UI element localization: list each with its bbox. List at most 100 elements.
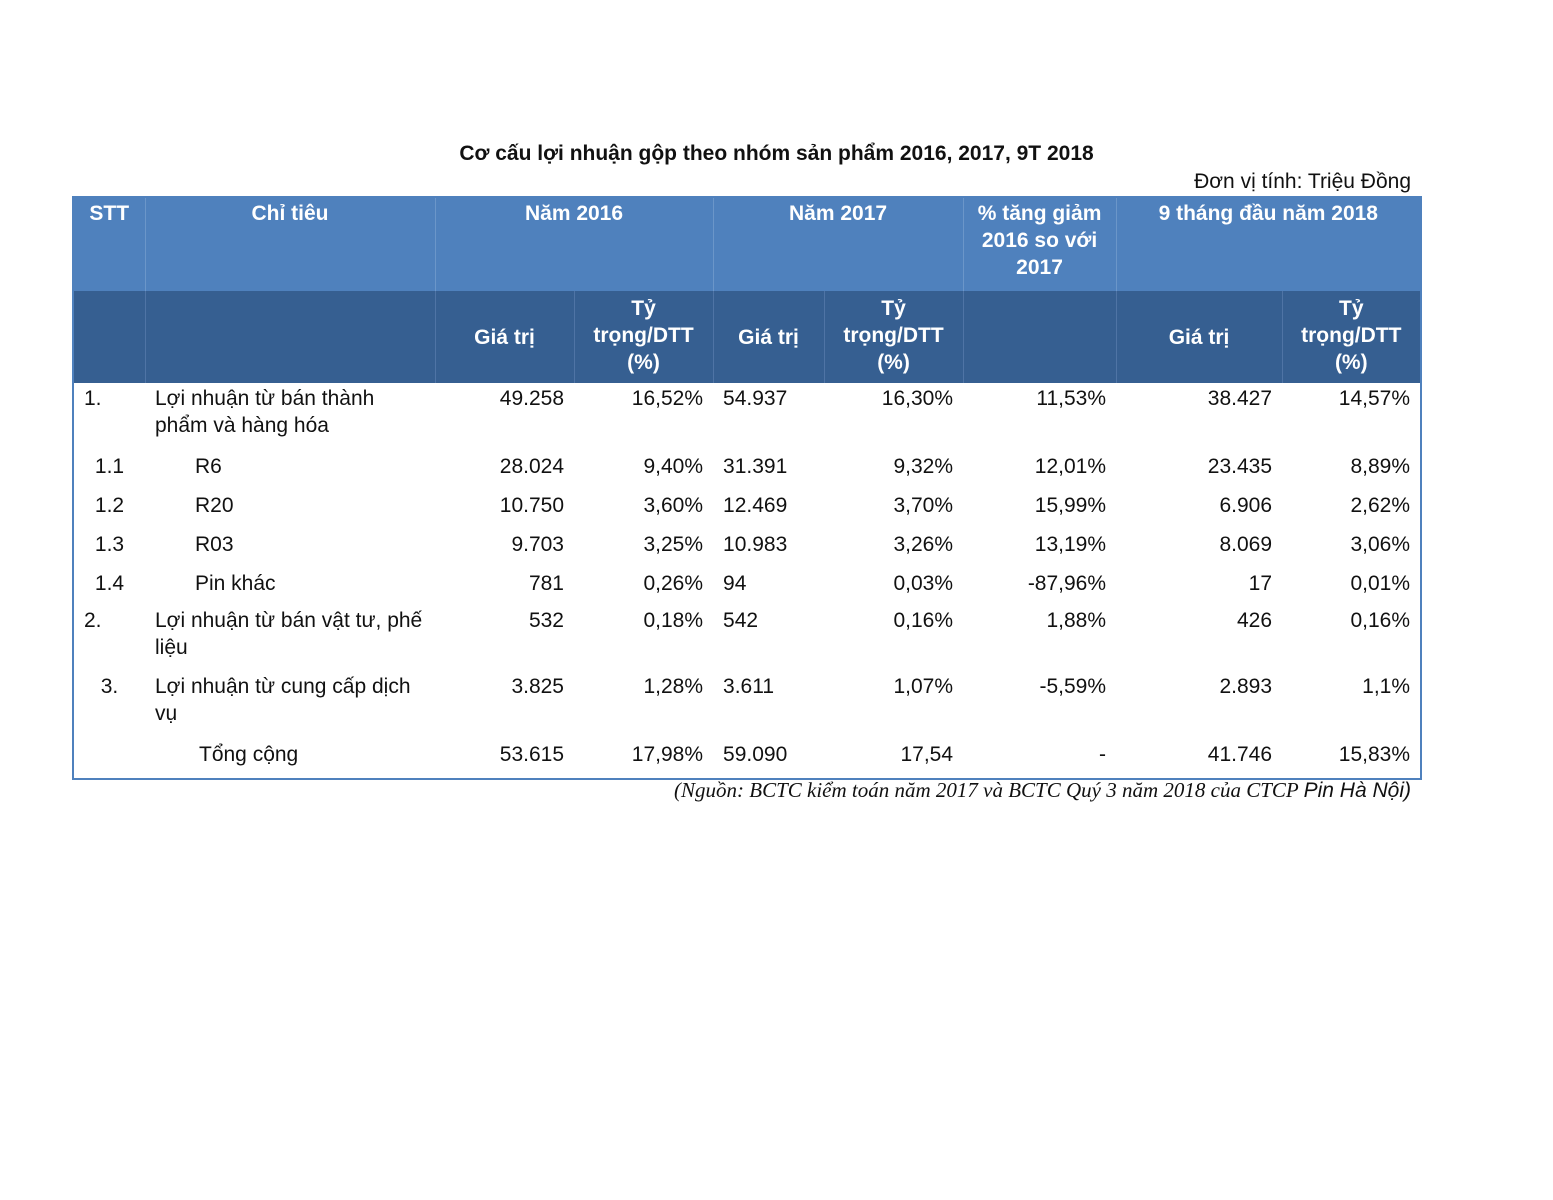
table-row: 1.2 R20 10.750 3,60% 12.469 3,70% 15,99%… [73,488,1421,527]
cell-percent-2018: 15,83% [1338,743,1411,766]
header-nam-2016: Năm 2016 [435,197,714,291]
cell-value-2018: 23.435 [1207,455,1273,478]
header-empty [145,291,436,383]
header-ty-trong-2018: Tỷ trọng/DTT (%) [1282,291,1422,383]
row-label: Lợi nhuận từ cung cấp dịch vụ [155,675,411,725]
row-label: Pin khác [195,572,276,595]
cell-percent-2016: 9,40% [643,455,704,478]
row-stt: 1.2 [94,494,125,517]
cell-percent-2016: 3,60% [643,494,704,517]
cell-percent-2017: 9,32% [893,455,954,478]
cell-value-2018: 2.893 [1219,675,1273,698]
header-stt: STT [73,197,146,291]
header-empty [73,291,146,383]
cell-percent-2016: 1,28% [643,675,704,698]
cell-value-2017: 94 [723,572,747,595]
cell-change: - [1099,743,1107,766]
cell-percent-2016: 17,98% [631,743,704,766]
table-row: 1.4 Pin khác 781 0,26% 94 0,03% -87,96% … [73,566,1421,605]
header-tang-giam: % tăng giảm 2016 so với 2017 [963,197,1117,291]
cell-percent-2018: 0,16% [1350,609,1411,632]
cell-change: 1,88% [1046,609,1107,632]
cell-change: 13,19% [1034,533,1107,556]
cell-value-2016: 9.703 [511,533,564,556]
cell-value-2018: 6.906 [1219,494,1273,517]
cell-value-2016: 28.024 [499,455,564,478]
cell-percent-2016: 0,26% [643,572,704,595]
row-stt: 1.3 [94,533,125,556]
cell-value-2017: 12.469 [723,494,788,517]
cell-percent-2016: 0,18% [643,609,704,632]
cell-value-2016: 53.615 [499,743,564,766]
cell-value-2018: 426 [1236,609,1273,632]
cell-change: 12,01% [1034,455,1107,478]
row-stt: 1. [84,387,102,410]
row-label: R6 [195,455,222,478]
cell-value-2016: 781 [528,572,564,595]
cell-percent-2017: 0,03% [893,572,954,595]
header-gia-tri-2016: Giá trị [435,291,575,383]
header-empty [963,291,1117,383]
source-company-text: Pin Hà Nội) [1303,779,1411,802]
header-row-sub: Giá trị Tỷ trọng/DTT (%) Giá trị Tỷ trọn… [73,291,1422,383]
cell-percent-2018: 3,06% [1350,533,1411,556]
cell-percent-2016: 16,52% [631,387,704,410]
cell-change: -87,96% [1027,572,1107,595]
table-title: Cơ cấu lợi nhuận gộp theo nhóm sản phẩm … [459,142,1094,165]
source-italic-text: (Nguồn: BCTC kiểm toán năm 2017 và BCTC … [674,778,1299,802]
row-label: R20 [195,494,234,517]
unit-label: Đơn vị tính: Triệu Đồng [1194,170,1411,193]
header-ty-trong-2017: Tỷ trọng/DTT (%) [824,291,964,383]
total-row: Tổng cộng 53.615 17,98% 59.090 17,54 - 4… [73,737,1421,779]
cell-percent-2017: 17,54 [900,743,954,766]
profit-structure-table: STT Chỉ tiêu Năm 2016 Năm 2017 % tăng gi… [72,196,1423,780]
cell-value-2017: 54.937 [723,387,788,410]
header-ty-trong-2016: Tỷ trọng/DTT (%) [574,291,714,383]
cell-percent-2017: 0,16% [893,609,954,632]
header-chi-tieu: Chỉ tiêu [145,197,436,291]
cell-value-2018: 41.746 [1207,743,1273,766]
row-stt: 1.1 [94,455,125,478]
cell-value-2018: 17 [1248,572,1273,595]
cell-percent-2018: 8,89% [1350,455,1411,478]
cell-value-2016: 10.750 [499,494,564,517]
row-stt: 2. [84,609,102,632]
cell-value-2018: 38.427 [1207,387,1273,410]
table-row: 2. Lợi nhuận từ bán vật tư, phế liệu 532… [73,605,1421,671]
cell-percent-2018: 1,1% [1362,675,1411,698]
header-row-top: STT Chỉ tiêu Năm 2016 Năm 2017 % tăng gi… [73,197,1422,291]
cell-percent-2017: 1,07% [893,675,954,698]
table-row: 1. Lợi nhuận từ bán thành phẩm và hàng h… [73,383,1421,449]
header-nam-2017: Năm 2017 [713,197,964,291]
row-label: R03 [195,533,234,556]
cell-value-2016: 532 [528,609,564,632]
cell-percent-2018: 2,62% [1350,494,1411,517]
cell-change: 11,53% [1036,387,1107,410]
cell-value-2016: 49.258 [499,387,564,410]
cell-value-2017: 542 [723,609,759,632]
cell-percent-2017: 3,26% [893,533,954,556]
row-label: Lợi nhuận từ bán thành phẩm và hàng hóa [155,387,375,437]
header-gia-tri-2018: Giá trị [1116,291,1283,383]
cell-percent-2018: 0,01% [1350,572,1411,595]
row-stt: 1.4 [94,572,125,595]
header-gia-tri-2017: Giá trị [713,291,825,383]
cell-value-2016: 3.825 [511,675,564,698]
cell-percent-2018: 14,57% [1338,387,1411,410]
cell-value-2017: 10.983 [723,533,788,556]
total-label: Tổng cộng [199,743,299,766]
cell-change: 15,99% [1034,494,1107,517]
cell-percent-2016: 3,25% [643,533,704,556]
cell-value-2018: 8.069 [1219,533,1273,556]
cell-value-2017: 31.391 [723,455,788,478]
row-label: Lợi nhuận từ bán vật tư, phế liệu [155,609,423,659]
cell-value-2017: 3.611 [723,675,775,698]
table-row: 1.1 R6 28.024 9,40% 31.391 9,32% 12,01% … [73,449,1421,488]
cell-percent-2017: 16,30% [881,387,954,410]
row-stt [73,737,145,779]
row-stt: 3. [100,675,119,698]
table-row: 3. Lợi nhuận từ cung cấp dịch vụ 3.825 1… [73,671,1421,737]
cell-percent-2017: 3,70% [893,494,954,517]
header-nam-2018: 9 tháng đầu năm 2018 [1116,197,1422,291]
cell-value-2017: 59.090 [723,743,788,766]
